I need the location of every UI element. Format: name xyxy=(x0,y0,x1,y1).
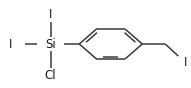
Text: I: I xyxy=(49,8,52,21)
Text: I: I xyxy=(184,56,187,69)
Text: Si: Si xyxy=(45,37,56,51)
Text: Cl: Cl xyxy=(45,69,56,82)
Text: I: I xyxy=(9,37,12,51)
